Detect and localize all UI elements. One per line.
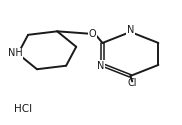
Text: NH: NH xyxy=(8,48,23,58)
Text: HCl: HCl xyxy=(14,104,32,114)
Text: O: O xyxy=(89,29,96,39)
Text: N: N xyxy=(127,25,134,35)
Text: Cl: Cl xyxy=(127,78,137,88)
Text: N: N xyxy=(97,61,105,71)
